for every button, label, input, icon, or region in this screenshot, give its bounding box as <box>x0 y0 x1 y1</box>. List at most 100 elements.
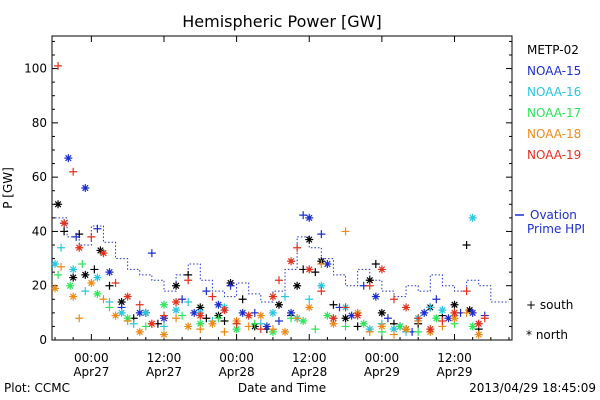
data-point <box>396 322 405 331</box>
data-point <box>196 311 205 320</box>
x-tick-date: Apr27 <box>146 365 182 379</box>
legend-entry: NOAA-16 <box>527 85 581 99</box>
data-point <box>250 308 259 317</box>
data-point <box>311 325 320 334</box>
data-point <box>220 317 229 325</box>
data-point <box>147 319 156 328</box>
legend-entry: NOAA-18 <box>527 127 581 141</box>
data-point <box>54 200 63 209</box>
data-point <box>75 243 84 252</box>
x-tick-date: Apr28 <box>219 365 255 379</box>
data-point <box>141 322 150 331</box>
data-point <box>465 306 474 315</box>
data-point <box>202 287 211 296</box>
data-point <box>87 232 96 241</box>
data-point <box>414 314 423 323</box>
data-point <box>208 292 217 301</box>
ovation-step-path <box>55 217 509 303</box>
x-tick-time: 12:00 <box>147 351 182 365</box>
data-point <box>81 287 90 296</box>
data-point <box>262 322 271 331</box>
data-point <box>377 322 386 331</box>
data-point <box>214 314 223 323</box>
data-point <box>359 319 368 328</box>
data-point <box>323 311 332 320</box>
x-axis-label: Date and Time <box>238 381 326 395</box>
data-point <box>287 308 296 317</box>
data-point <box>75 314 84 323</box>
x-tick-time: 12:00 <box>292 351 327 365</box>
ovation-legend-label: Ovation <box>530 208 577 222</box>
data-point <box>123 317 132 325</box>
data-point <box>329 314 338 323</box>
data-point <box>383 314 392 323</box>
data-point <box>299 317 308 325</box>
data-point <box>57 262 66 271</box>
data-point <box>87 279 96 287</box>
data-point <box>238 308 247 317</box>
data-point <box>93 289 102 298</box>
chart-title: Hemispheric Power [GW] <box>182 12 381 31</box>
data-point <box>365 327 374 336</box>
data-point <box>129 319 138 328</box>
data-point <box>202 314 211 323</box>
data-point <box>99 249 108 258</box>
data-point <box>480 314 489 323</box>
data-point <box>281 327 290 336</box>
data-point <box>305 295 314 304</box>
x-tick-date: Apr29 <box>364 365 400 379</box>
data-point <box>220 327 229 336</box>
data-point <box>172 298 181 306</box>
data-point <box>365 276 374 285</box>
data-point <box>123 292 132 301</box>
data-point <box>69 265 78 274</box>
data-point <box>184 298 193 306</box>
data-point <box>305 303 314 312</box>
data-point <box>117 308 126 317</box>
data-point <box>93 273 102 282</box>
data-point <box>81 270 90 279</box>
data-point <box>274 300 283 309</box>
data-point <box>462 241 471 249</box>
x-tick-date: Apr27 <box>73 365 109 379</box>
legend-entry: NOAA-19 <box>527 148 581 162</box>
data-point <box>305 235 314 244</box>
data-point <box>317 281 326 290</box>
data-point <box>268 308 277 317</box>
data-point <box>232 319 241 328</box>
data-point <box>159 330 168 339</box>
y-axis: 0 20 40 60 80 100 <box>24 40 512 347</box>
data-point <box>268 325 277 334</box>
data-point <box>305 213 314 222</box>
data-point <box>305 265 314 274</box>
ovation-legend: Ovation Prime HPI <box>515 208 585 236</box>
data-point <box>54 270 63 279</box>
data-point <box>208 319 217 328</box>
data-point <box>66 281 75 290</box>
data-point <box>60 219 69 228</box>
data-point <box>196 303 205 312</box>
data-point <box>474 330 483 339</box>
x-tick-date: Apr29 <box>436 365 472 379</box>
data-point <box>178 295 187 304</box>
data-point <box>111 279 120 287</box>
plot-timestamp: 2013/04/29 18:45:09 <box>469 381 596 395</box>
data-point <box>371 260 380 268</box>
y-tick-label: 20 <box>32 279 47 293</box>
data-point <box>69 167 78 176</box>
data-point <box>317 287 326 296</box>
plot-credit: Plot: CCMC <box>4 381 70 395</box>
data-point <box>141 308 150 317</box>
data-point <box>444 314 453 323</box>
data-point <box>64 154 73 163</box>
ovation-step-line <box>55 217 509 303</box>
data-point <box>256 325 265 334</box>
data-point <box>341 322 350 331</box>
data-point <box>105 281 114 290</box>
data-point <box>220 306 229 315</box>
data-point <box>468 213 477 222</box>
data-point <box>414 327 423 336</box>
data-point <box>196 325 205 334</box>
data-point <box>99 295 108 304</box>
y-tick-label: 80 <box>32 116 47 130</box>
